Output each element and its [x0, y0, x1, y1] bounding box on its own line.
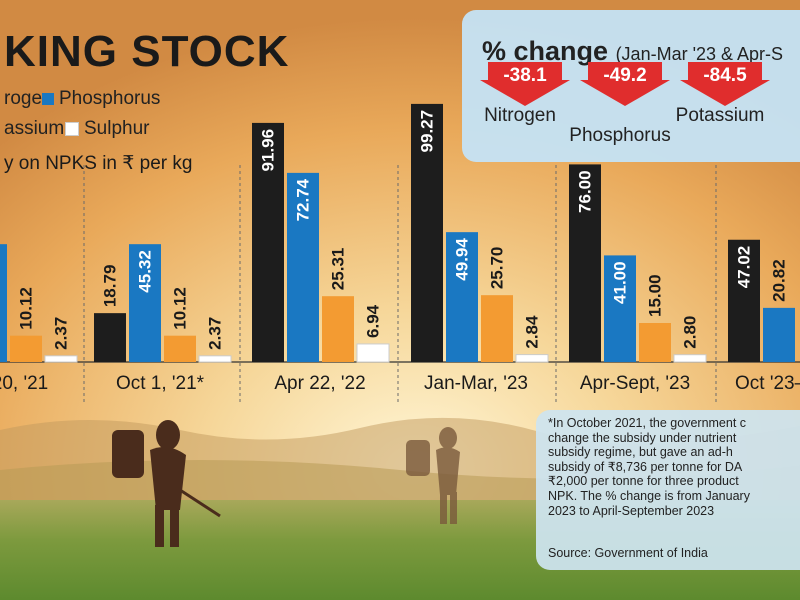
bar-rogen-5	[728, 239, 760, 362]
chart-title: KING STOCK	[4, 27, 290, 76]
bar-value-label: 10.12	[171, 287, 190, 330]
bar-phosphorus-1	[129, 244, 161, 362]
bar-phosphorus-4	[604, 255, 636, 362]
bar-sulphur-3	[515, 354, 549, 363]
category-label: Oct 1, '21*	[116, 373, 205, 394]
category-label: Apr-Sept, '23	[580, 373, 690, 394]
change-label: Nitrogen	[484, 105, 556, 126]
change-value: -49.2	[603, 65, 647, 86]
bar-rogen-1	[94, 313, 126, 362]
bar-assium-0	[10, 335, 42, 362]
bar-rogen-4	[569, 164, 601, 362]
footnote-text: *In October 2021, the government c chang…	[548, 416, 750, 518]
legend-label-sulphur: Sulphur	[84, 118, 150, 139]
bar-value-label: 2.37	[206, 317, 225, 350]
source-label: Source: Government of India	[548, 546, 708, 560]
down-arrow-icon	[580, 62, 670, 106]
bar-phosphorus-5	[763, 307, 795, 362]
legend-swatch-phosphorus	[42, 93, 54, 105]
bar-value-label: 99.27	[418, 110, 437, 153]
legend-item-potassium: assium	[4, 118, 64, 140]
bar-value-label: 72.74	[294, 178, 313, 221]
category-label: Apr 22, '22	[274, 373, 365, 394]
down-arrow-icon	[480, 62, 570, 106]
percent-change-panel: % change (Jan-Mar '23 & Apr-S -38.1 Nitro…	[462, 10, 800, 162]
bar-rogen-3	[411, 103, 443, 362]
farmer-right-silhouette	[406, 427, 460, 524]
bar-value-label: 41.00	[611, 261, 630, 304]
bar-value-label: 20.82	[770, 259, 789, 302]
bar-sulphur-2	[356, 343, 390, 363]
percent-change-title: % change (Jan-Mar '23 & Apr-S	[482, 36, 783, 67]
bar-value-label: 25.70	[488, 247, 507, 290]
legend-label-phosphorus: Phosphorus	[59, 88, 161, 109]
farmer-left-silhouette	[112, 420, 221, 547]
bar-sulphur-0	[44, 355, 78, 363]
bar-value-label: 2.80	[681, 316, 700, 349]
bar-value-label: 49.94	[453, 238, 472, 281]
down-arrow-icon	[680, 62, 770, 106]
change-value: -84.5	[703, 65, 747, 86]
change-value: -38.1	[503, 65, 547, 86]
bar-phosphorus-2	[287, 172, 319, 362]
bar-value-label: 45.32	[136, 250, 155, 293]
bar-value-label: 2.37	[52, 317, 71, 350]
bar-sulphur-4	[673, 354, 707, 363]
bar-value-label: 6.94	[364, 304, 383, 338]
bar-value-label: 91.96	[259, 129, 278, 172]
bar-value-label: 2.84	[523, 315, 542, 349]
bar-phosphorus-0	[0, 244, 7, 362]
legend-label-nitrogen: rogen	[4, 88, 53, 109]
bar-value-label: 15.00	[646, 274, 665, 317]
bar-rogen-2	[252, 122, 284, 363]
bar-value-label: 76.00	[576, 170, 595, 213]
category-label: 20, '21	[0, 373, 48, 394]
legend-item-nitrogen: rogen	[4, 88, 53, 110]
chart-subtitle: y on NPKS in ₹ per kg	[4, 153, 193, 174]
bar-value-label: 18.79	[101, 265, 120, 308]
bar-assium-2	[322, 296, 354, 362]
bar-phosphorus-3	[446, 232, 478, 362]
bar-assium-4	[639, 323, 671, 362]
percent-change-heading: % change	[482, 36, 609, 66]
percent-change-period: (Jan-Mar '23 & Apr-S	[615, 44, 784, 64]
footnote-box: *In October 2021, the government c chang…	[536, 410, 800, 570]
bar-assium-1	[164, 335, 196, 362]
bar-assium-3	[481, 295, 513, 362]
category-label: Jan-Mar, '23	[424, 373, 528, 394]
legend-item-phosphorus: Phosphorus	[42, 88, 160, 110]
legend-label-potassium: assium	[4, 118, 65, 139]
legend-swatch-sulphur	[65, 122, 79, 136]
change-label: Phosphorus	[569, 125, 671, 146]
bar-value-label: 10.12	[17, 287, 36, 330]
legend-item-sulphur: Sulphur	[65, 118, 150, 140]
bar-sulphur-1	[198, 355, 232, 363]
bar-value-label: 47.02	[735, 246, 754, 289]
change-label: Potassium	[675, 105, 765, 126]
category-label: Oct '23–M	[735, 373, 800, 394]
bar-value-label: 25.31	[329, 248, 348, 291]
